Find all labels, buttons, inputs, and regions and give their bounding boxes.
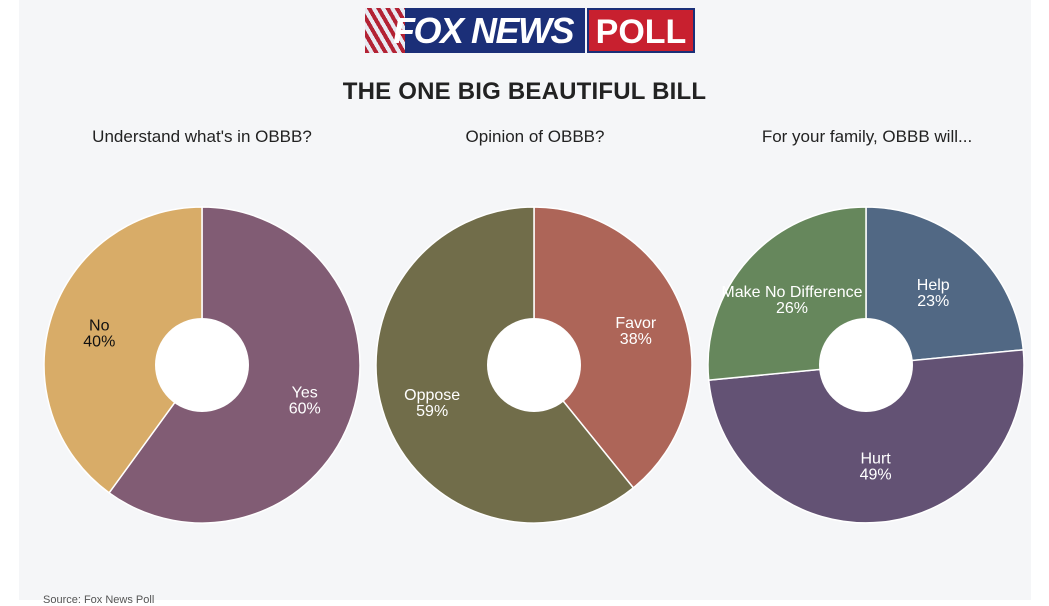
- slice-value-help: 23%: [917, 293, 949, 310]
- slice-label-no: No: [89, 318, 110, 335]
- slice-value-make-no-difference: 26%: [776, 300, 808, 317]
- source-note: Source: Fox News Poll: [43, 594, 155, 606]
- slice-value-oppose: 59%: [416, 403, 448, 420]
- fox-news-poll-logo: FOX NEWS POLL: [365, 8, 695, 53]
- slice-value-yes: 60%: [289, 400, 321, 417]
- chart-title: THE ONE BIG BEAUTIFUL BILL: [342, 78, 707, 105]
- slice-no: [43, 206, 203, 494]
- poll-logo-block: POLL: [587, 8, 695, 53]
- slice-label-help: Help: [917, 277, 950, 294]
- slice-make-no-difference: [707, 206, 867, 381]
- question-1-title: Understand what's in OBBB?: [92, 127, 312, 146]
- question-3-title: For your family, OBBB will...: [761, 127, 973, 146]
- logo-text: FOX NEWS: [393, 10, 575, 51]
- slice-label-favor: Favor: [615, 315, 657, 332]
- slice-label-hurt: Hurt: [860, 451, 891, 468]
- donut-hole: [155, 318, 249, 412]
- donut-hole: [487, 318, 581, 412]
- slice-value-no: 40%: [83, 334, 115, 351]
- slice-value-favor: 38%: [620, 331, 652, 348]
- slice-label-oppose: Oppose: [404, 387, 460, 404]
- slice-label-make-no-difference: Make No Difference: [721, 284, 862, 301]
- fox-news-logo-block: FOX NEWS: [365, 8, 585, 53]
- donut-hole: [819, 318, 913, 412]
- slice-help: [865, 206, 1025, 366]
- slice-label-yes: Yes: [292, 384, 318, 401]
- question-2-title: Opinion of OBBB?: [465, 127, 605, 146]
- slice-value-hurt: 49%: [860, 467, 892, 484]
- slice-hurt: [707, 349, 1025, 524]
- slice-favor: [533, 206, 693, 489]
- logo-poll-text: POLL: [595, 13, 687, 51]
- flag-stripes-icon: [365, 8, 405, 53]
